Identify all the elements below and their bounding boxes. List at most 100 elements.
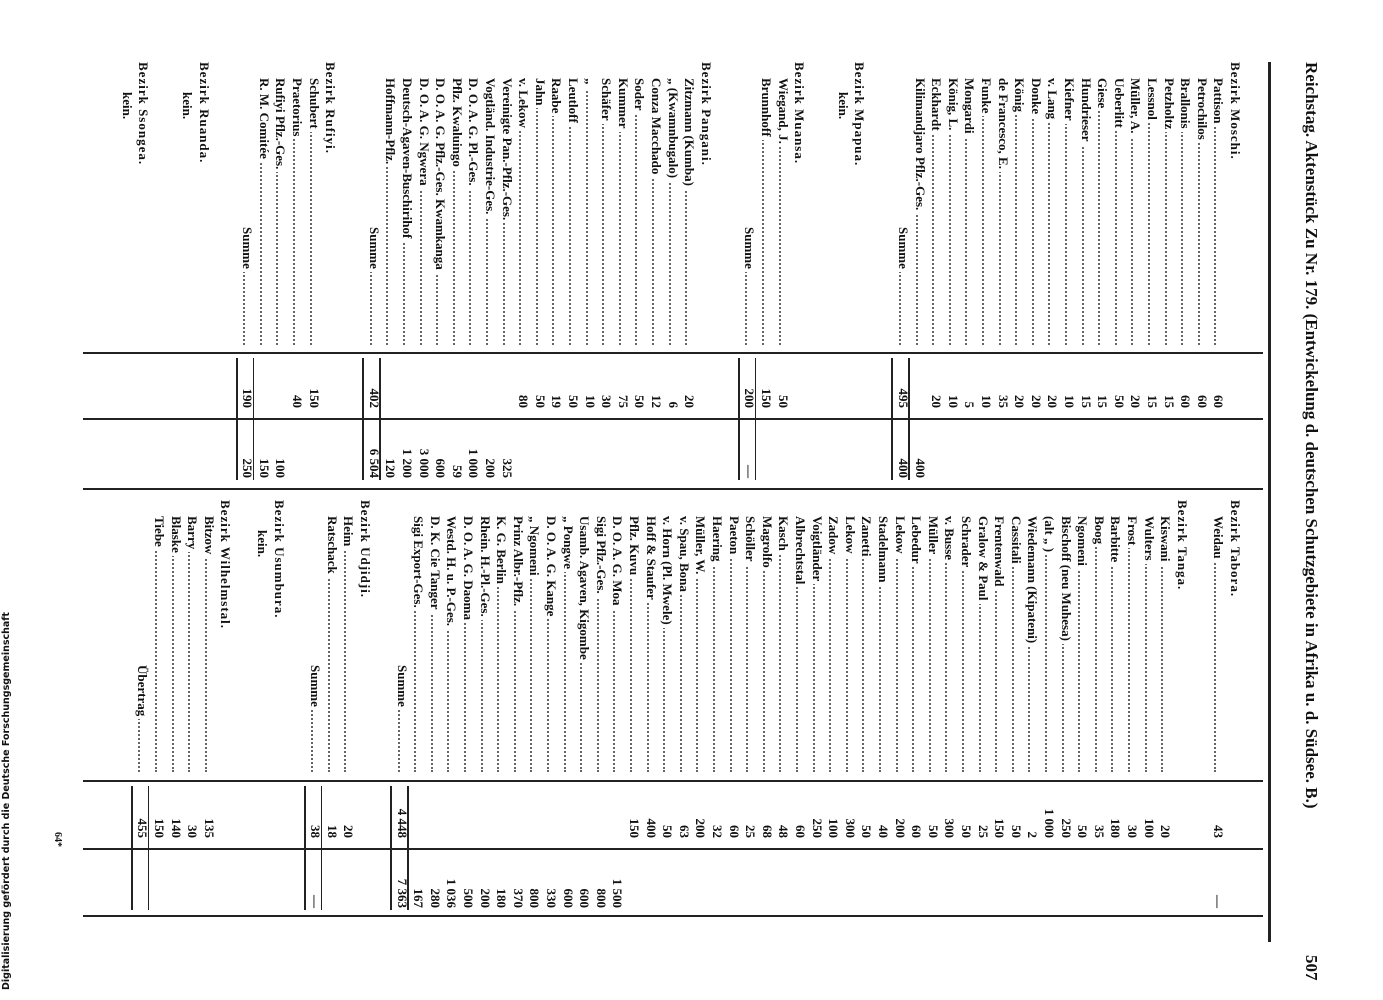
amount-col2: 1 500 [610, 878, 626, 908]
column-divider [83, 488, 1263, 490]
amount-col1: 30 [599, 395, 615, 408]
dot-leader [1128, 524, 1130, 772]
entry-name: v. Spau, Bona [676, 516, 692, 595]
district-heading: Bezirk Ssongea. [136, 62, 152, 166]
entry-name: Lekow [842, 516, 858, 557]
amount-col1: 300 [942, 818, 958, 839]
sum-label: Summe [742, 227, 758, 272]
district-heading: Bezirk Ruanda. [196, 62, 212, 164]
dot-leader [1015, 86, 1018, 345]
amount-col1: 60 [1194, 395, 1210, 408]
amount-col2: 3 000 [416, 448, 432, 478]
amount-col1: 15 [1161, 395, 1177, 408]
amount-col1: 10 [582, 395, 598, 408]
entry-name: Blaske [168, 516, 184, 556]
entry-name: Magrolfo [759, 516, 775, 571]
amount-col2: 800 [527, 888, 543, 909]
amount-col1: 190 [240, 388, 256, 409]
entry-name: Albrechtstal [793, 516, 808, 588]
amount-col1: 402 [366, 388, 382, 409]
amount-col1: 2 [1025, 831, 1041, 839]
dot-leader [552, 86, 555, 345]
amount-col1: 50 [925, 825, 941, 838]
amount-col2: 100 [273, 458, 289, 479]
sum-rule [390, 786, 392, 910]
column-rule [83, 418, 1263, 420]
amount-col1: 200 [693, 818, 709, 839]
amount-col2: 400 [912, 458, 928, 479]
entry-name: D. O. A. G. Ngwera [416, 78, 432, 189]
entry-name: Lessnol [1145, 78, 1160, 123]
amount-col2: 200 [483, 458, 498, 479]
dot-leader [585, 86, 588, 345]
amount-col1: 68 [759, 825, 775, 838]
entry-name: Petzholtz [1161, 78, 1177, 133]
entry-name: Westd. H. u. P.-Ges. [444, 516, 460, 630]
district-heading: Bezirk Usumbura. [271, 500, 287, 619]
district-heading: Bezirk Moschi. [1228, 62, 1243, 160]
entry-name: Prinz Albr.-Pflz. [510, 516, 526, 610]
entry-name: Pflz. Kwaluingo [449, 78, 465, 170]
entry-name: Hoffmann-Pflz. [383, 78, 399, 168]
entry-name: Lebedur [909, 516, 925, 567]
amount-col1: 15 [1145, 395, 1160, 408]
amount-col1: 20 [1045, 395, 1061, 408]
dot-leader [1045, 524, 1047, 772]
amount-col1: 15 [1078, 395, 1094, 408]
entry-name: v. Lang [1045, 78, 1061, 123]
entry-name: Voigtländer [809, 516, 825, 585]
amount-col1: 140 [168, 818, 184, 839]
amount-col1: 25 [743, 825, 759, 838]
column-rule [83, 780, 1263, 782]
entry-name: Haering [710, 516, 725, 565]
district-heading: Bezirk Tanga. [1174, 500, 1190, 591]
amount-col2: 370 [510, 888, 526, 909]
sum-rule [754, 358, 757, 480]
amount-col1: 400 [643, 818, 659, 839]
amount-col1: 50 [1111, 395, 1127, 408]
entry-name: Sigi Export-Ges. [411, 516, 427, 611]
amount-col1: 495 [896, 388, 911, 409]
sum-rule [235, 358, 238, 480]
dot-leader [155, 524, 157, 772]
entry-name: Gralow & Paul [975, 516, 991, 604]
entry-name: Rufiyi Pflz.-Ges. [273, 78, 289, 173]
amount-col1: 18 [324, 825, 340, 838]
amount-col1: 60 [793, 825, 808, 838]
amount-col1: 80 [516, 395, 532, 408]
entry-name: Wulters [1141, 516, 1157, 564]
amount-col2: 59 [449, 465, 465, 478]
amount-col1: 150 [759, 388, 774, 409]
entry-name: D. O. A. G. Pl.-Ges. [466, 78, 482, 189]
amount-col1: 6 [665, 401, 681, 409]
entry-name: K. G. Berlin [494, 516, 510, 587]
entry-name: Schrader [959, 516, 974, 571]
amount-col1: 50 [532, 395, 548, 408]
amount-col1: 25 [975, 825, 991, 838]
district-heading: Bezirk Mpapua. [852, 62, 868, 167]
amount-col1: 20 [1158, 825, 1174, 838]
dot-leader [895, 524, 898, 772]
amount-col1: 100 [1141, 818, 1157, 839]
entry-name: v. Lekow [516, 78, 532, 131]
entry-name: Wiegand, J. [775, 78, 791, 147]
page-header: Reichstag. Aktenstück Zu Nr. 179. (Entwi… [1302, 62, 1321, 809]
amount-col1: 300 [842, 818, 858, 839]
entry-name: Ngomeni [1075, 516, 1091, 569]
entry-name: Heim [341, 516, 357, 550]
sum-rule [362, 358, 365, 480]
amount-col1: 20 [341, 825, 357, 838]
entry-name: Zanetti [859, 516, 875, 560]
entry-name: Müller [925, 516, 941, 558]
sum-label: Summe [366, 227, 382, 272]
entry-name: Pattison [1211, 78, 1227, 127]
amount-col1: 50 [566, 395, 581, 408]
column-rule [83, 848, 1263, 850]
entry-name: de Francesco, E. [995, 78, 1011, 172]
amount-col2: 180 [494, 888, 510, 909]
credit-line: Digitalisierung gefördert durch die Deut… [1, 612, 12, 990]
header-rule [1268, 62, 1271, 942]
dot-leader [204, 524, 207, 772]
entry-name: „ [582, 78, 598, 88]
amount-col2: 200 [477, 888, 493, 909]
